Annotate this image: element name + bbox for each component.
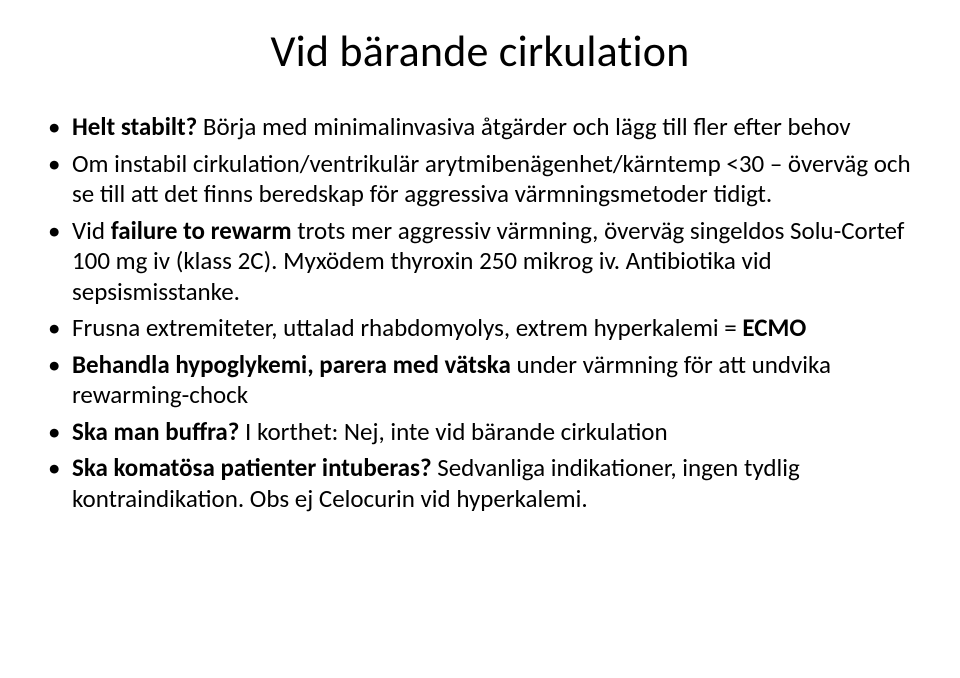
bullet-item: Helt stabilt? Börja med minimalinvasiva … — [44, 112, 916, 143]
slide-title: Vid bärande cirkulation — [44, 24, 916, 78]
bullet-list: Helt stabilt? Börja med minimalinvasiva … — [44, 112, 916, 514]
bullet-text-segment: failure to rewarm — [111, 215, 292, 246]
bullet-item: Ska man buffra? I korthet: Nej, inte vid… — [44, 417, 916, 448]
bullet-item: Om instabil cirkulation/ventrikulär aryt… — [44, 149, 916, 210]
bullet-item: Vid failure to rewarm trots mer aggressi… — [44, 216, 916, 308]
bullet-text-segment: Behandla hypoglykemi, parera med vätska — [72, 349, 516, 380]
slide: Vid bärande cirkulation Helt stabilt? Bö… — [0, 0, 960, 678]
bullet-text-segment: Helt stabilt? — [72, 111, 197, 142]
bullet-text-segment: Frusna extremiteter, uttalad rhabdomyoly… — [72, 312, 742, 343]
bullet-text-segment: Vid — [72, 215, 111, 246]
bullet-text-segment: ECMO — [742, 312, 806, 343]
bullet-item: Behandla hypoglykemi, parera med vätska … — [44, 350, 916, 411]
bullet-text-segment: Om instabil cirkulation/ventrikulär aryt… — [72, 148, 911, 210]
bullet-text-segment: Börja med minimalinvasiva åtgärder och l… — [197, 111, 850, 142]
bullet-item: Frusna extremiteter, uttalad rhabdomyoly… — [44, 313, 916, 344]
bullet-item: Ska komatösa patienter intuberas? Sedvan… — [44, 453, 916, 514]
bullet-text-segment: Ska komatösa patienter intuberas? — [72, 452, 432, 483]
bullet-text-segment: I korthet: Nej, inte vid bärande cirkula… — [239, 416, 667, 447]
bullet-text-segment: Ska man buffra? — [72, 416, 239, 447]
